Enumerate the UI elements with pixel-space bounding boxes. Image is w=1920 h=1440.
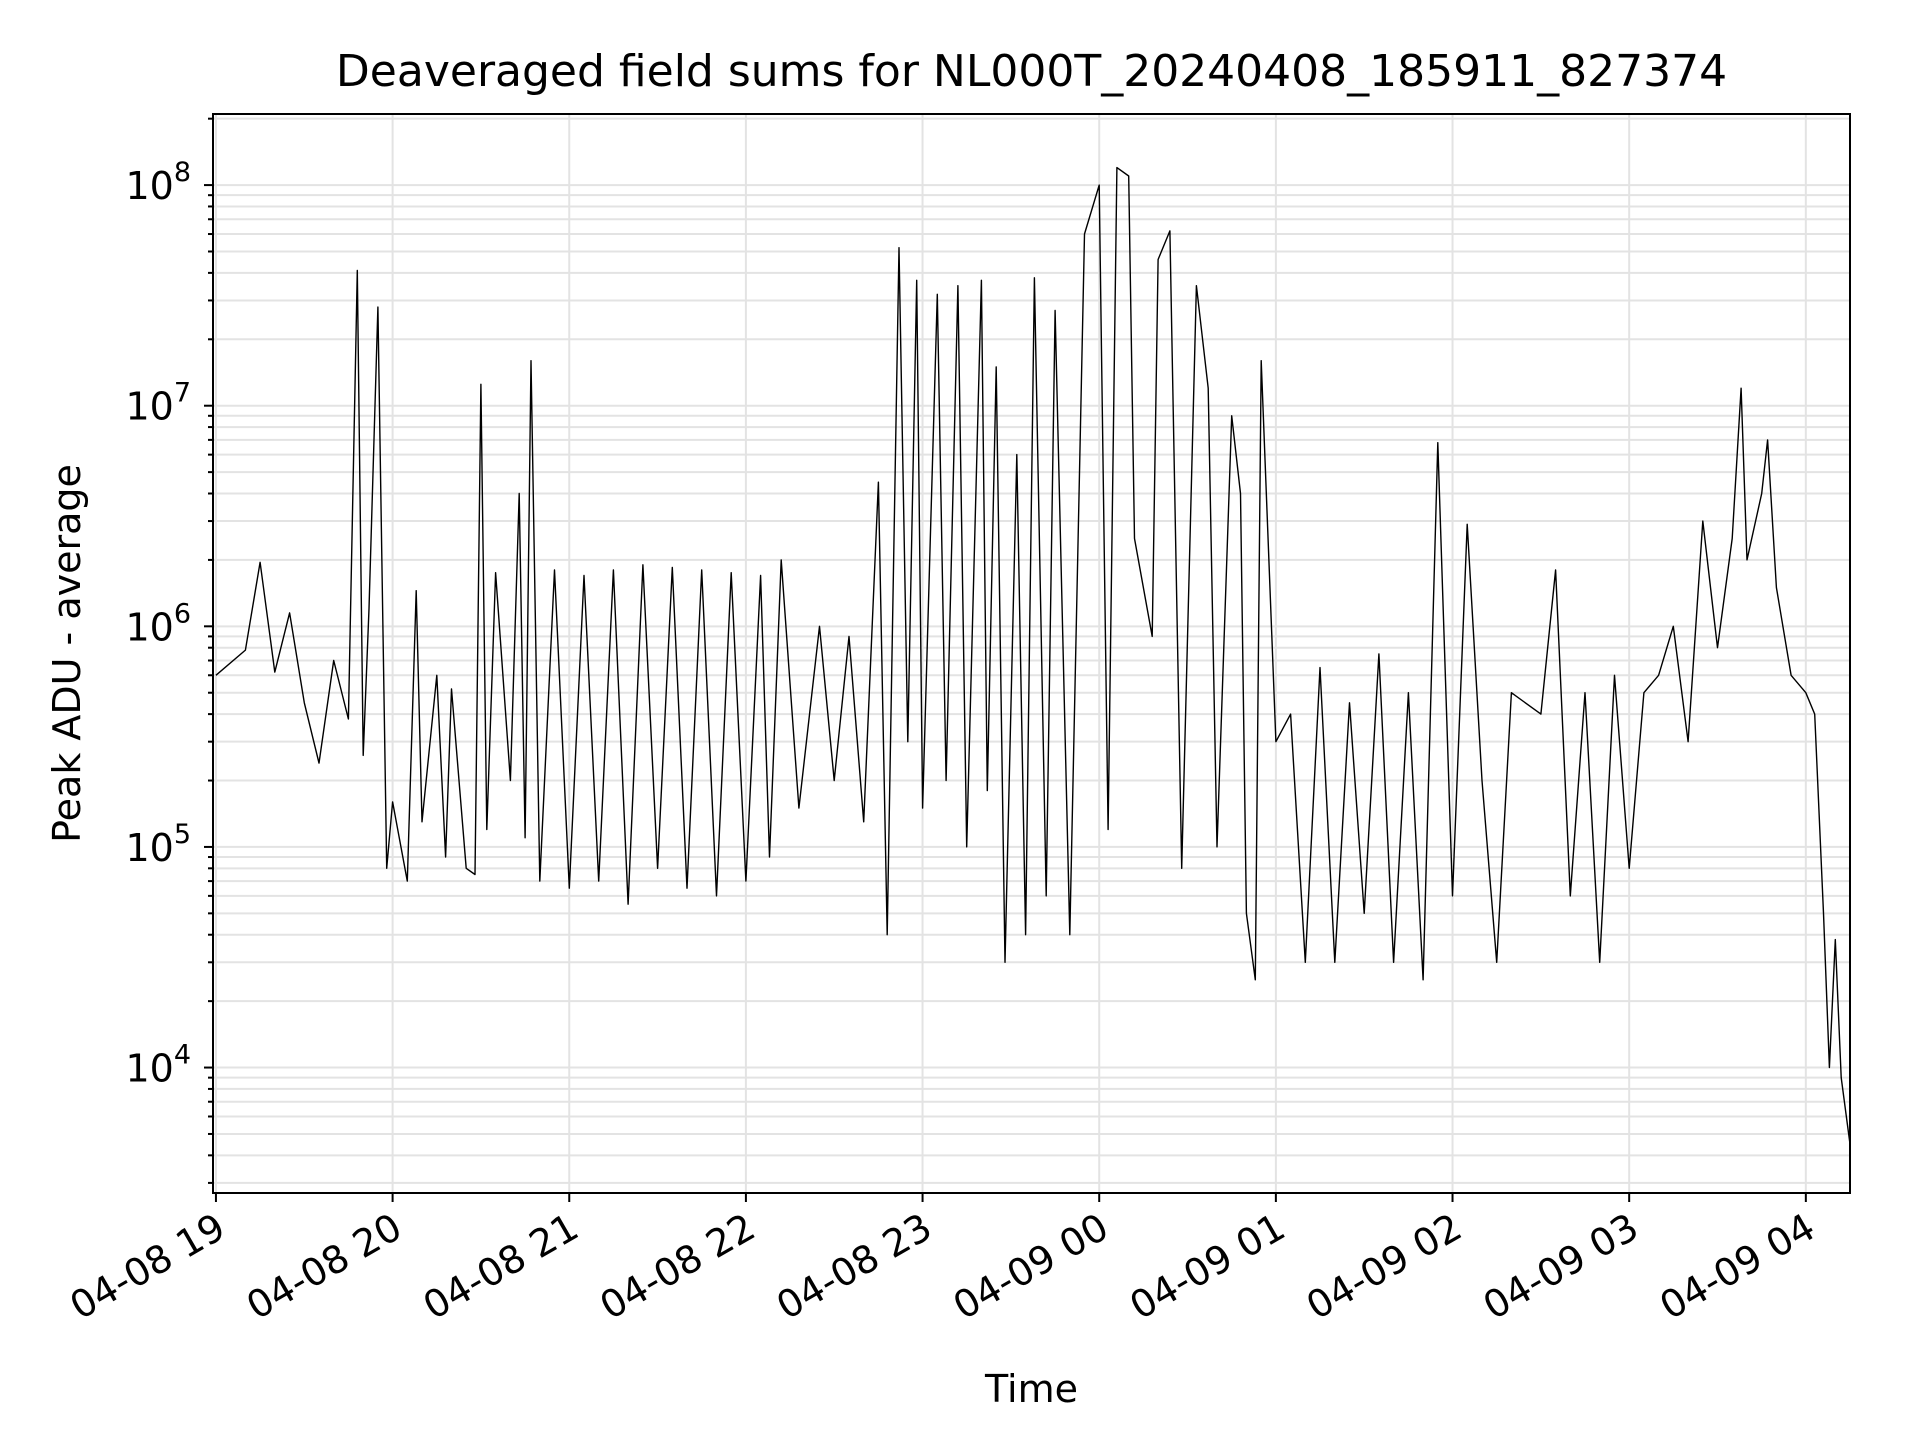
y-tick-exponent: 5 <box>174 819 191 850</box>
y-tick-exponent: 8 <box>174 157 191 188</box>
y-tick-exponent: 7 <box>174 378 191 409</box>
y-axis-label: Peak ADU - average <box>45 464 89 843</box>
y-tick-label: 107 <box>125 378 191 429</box>
series-group <box>215 166 1851 1145</box>
y-tick-exponent: 4 <box>174 1040 191 1071</box>
series-line <box>215 166 1851 1145</box>
x-axis-label: Time <box>984 1367 1078 1411</box>
chart-title: Deaveraged field sums for NL000T_2024040… <box>336 46 1727 97</box>
y-tick-exponent: 6 <box>174 598 191 629</box>
plot-frame <box>212 113 1851 1194</box>
grid <box>213 114 1850 1193</box>
